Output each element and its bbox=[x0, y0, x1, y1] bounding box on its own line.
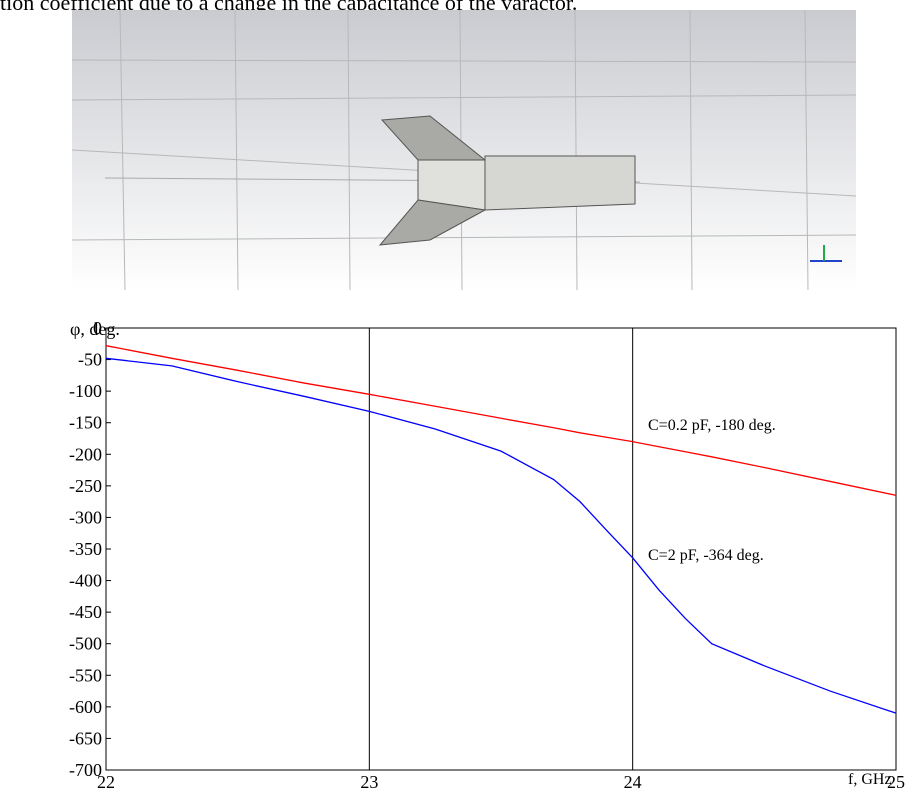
x-tick-label: 22 bbox=[97, 772, 115, 789]
chart: φ, deg. f, GHz 0-50-100-150-200-250-300-… bbox=[69, 318, 905, 789]
series-line bbox=[106, 358, 896, 713]
x-axis-label: f, GHz bbox=[848, 771, 892, 788]
plot-frame bbox=[106, 328, 896, 770]
y-tick-label: -550 bbox=[69, 665, 102, 685]
x-tick-label: 24 bbox=[624, 772, 642, 789]
y-tick-label: -50 bbox=[78, 350, 102, 370]
figure: tion coefficient due to a change in the … bbox=[0, 0, 917, 789]
y-tick-label: -200 bbox=[69, 444, 102, 464]
annotation: C=0.2 pF, -180 deg. bbox=[648, 417, 776, 434]
y-tick-label: -450 bbox=[69, 602, 102, 622]
y-tick-label: -150 bbox=[69, 413, 102, 433]
y-tick-label: 0 bbox=[93, 318, 102, 338]
render-3d bbox=[72, 10, 856, 290]
y-tick-label: -300 bbox=[69, 507, 102, 527]
annotation: C=2 pF, -364 deg. bbox=[648, 547, 764, 564]
y-tick-label: -350 bbox=[69, 539, 102, 559]
y-tick-label: -650 bbox=[69, 728, 102, 748]
page: tion coefficient due to a change in the … bbox=[0, 0, 917, 789]
y-tick-label: -500 bbox=[69, 634, 102, 654]
x-tick-label: 23 bbox=[360, 772, 378, 789]
y-tick-label: -600 bbox=[69, 697, 102, 717]
y-tick-label: -100 bbox=[69, 381, 102, 401]
y-tick-label: -400 bbox=[69, 571, 102, 591]
y-tick-label: -250 bbox=[69, 476, 102, 496]
series-line bbox=[106, 346, 896, 496]
x-tick-label: 25 bbox=[887, 772, 905, 789]
